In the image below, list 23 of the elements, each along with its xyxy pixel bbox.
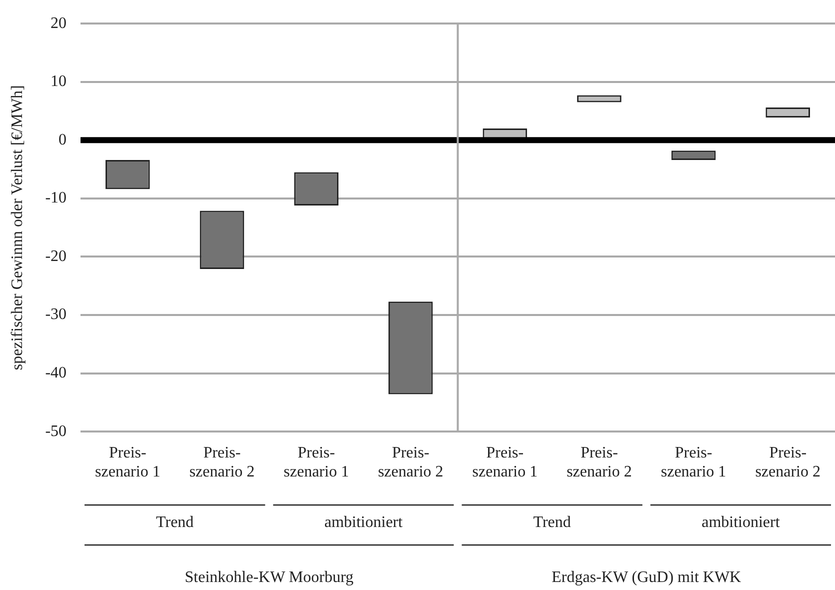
y-tick-label: 10 bbox=[50, 73, 67, 90]
x-tick-label: Preis- szenario 2 bbox=[755, 444, 820, 481]
text: Trend bbox=[533, 514, 571, 532]
text: Trend bbox=[156, 514, 194, 532]
x-tick-label: Preis- szenario 1 bbox=[284, 444, 349, 481]
x-tick-label: Preis- szenario 2 bbox=[378, 444, 444, 481]
y-tick-label: -10 bbox=[45, 190, 67, 207]
y-tick-label: -50 bbox=[45, 422, 67, 440]
text: ambitioniert bbox=[702, 514, 780, 532]
y-axis-title: spezifischer Gewinnn oder Verlust [€/MWh] bbox=[8, 85, 26, 370]
text: Erdgas-KW (GuD) mit KWK bbox=[552, 569, 742, 586]
text: ambitioniert bbox=[324, 514, 404, 532]
y-tick-label: -40 bbox=[45, 364, 67, 382]
x-tick-label: Preis- szenario 2 bbox=[189, 444, 255, 481]
text: Steinkohle-KW Moorburg bbox=[184, 569, 354, 586]
y-tick-label: 20 bbox=[50, 14, 67, 32]
x-tick-label: Preis- szenario 1 bbox=[95, 444, 160, 481]
x-tick-label: Preis- szenario 1 bbox=[472, 444, 538, 481]
x-tick-label: Preis- szenario 2 bbox=[566, 444, 632, 481]
y-tick-label: 0 bbox=[58, 131, 67, 148]
y-tick-label: -20 bbox=[45, 248, 67, 265]
x-tick-label: Preis- szenario 1 bbox=[660, 444, 726, 481]
y-tick-label: -30 bbox=[45, 306, 67, 324]
